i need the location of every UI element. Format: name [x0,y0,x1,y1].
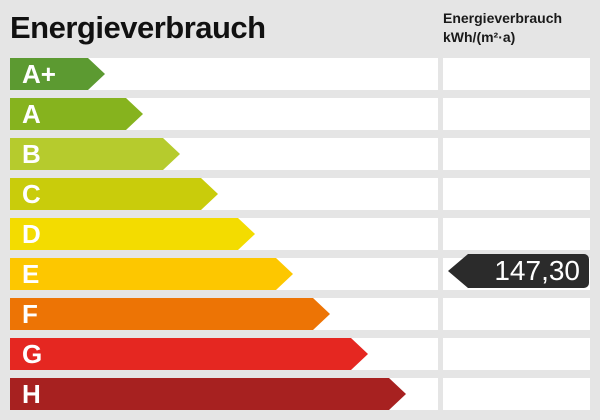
value-cell [443,298,590,330]
bar-track: F [10,298,438,330]
unit-label-line2: kWh/(m²·a) [443,29,516,45]
bar-track: A [10,98,438,130]
unit-label-line1: Energieverbrauch [443,10,563,26]
grade-label: E [22,259,40,289]
grade-label: D [22,219,41,249]
grade-label: B [22,139,41,169]
scale-row-a: A [10,98,590,130]
scale-row-g: G [10,338,590,370]
grade-bar: D [10,218,255,250]
bar-track: A+ [10,58,438,90]
grade-bar: G [10,338,368,370]
unit-label: Energieverbrauch kWh/(m²·a) [443,9,562,47]
grade-bar: A+ [10,58,105,90]
bar-track: H [10,378,438,410]
value-cell [443,218,590,250]
grade-label: C [22,179,41,209]
value-cell [443,378,590,410]
scale-row-c: C [10,178,590,210]
grade-label: A+ [22,59,56,89]
grade-label: F [22,299,38,329]
grade-bar: C [10,178,218,210]
value-badge: 147,30 [448,254,589,288]
bar-track: E [10,258,438,290]
grade-bar: A [10,98,143,130]
value-cell [443,58,590,90]
grade-label: H [22,379,41,409]
value-text: 147,30 [494,255,580,286]
value-cell [443,338,590,370]
grade-bar: E [10,258,293,290]
value-cell [443,138,590,170]
value-cell [443,178,590,210]
scale-row-h: H [10,378,590,410]
bar-track: C [10,178,438,210]
scale-row-d: D [10,218,590,250]
scale-row-f: F [10,298,590,330]
grade-bar: B [10,138,180,170]
bar-track: B [10,138,438,170]
bar-track: D [10,218,438,250]
scale-row-e: E 147,30 [10,254,590,290]
grade-bar: H [10,378,406,410]
page-title: Energieverbrauch [10,10,266,45]
scale-row-b: B [10,138,590,170]
grade-bar: F [10,298,330,330]
bar-track: G [10,338,438,370]
grade-label: A [22,99,41,129]
scale-row-aplus: A+ [10,58,590,90]
grade-label: G [22,339,43,369]
value-cell [443,98,590,130]
value-cell: 147,30 [443,254,590,290]
